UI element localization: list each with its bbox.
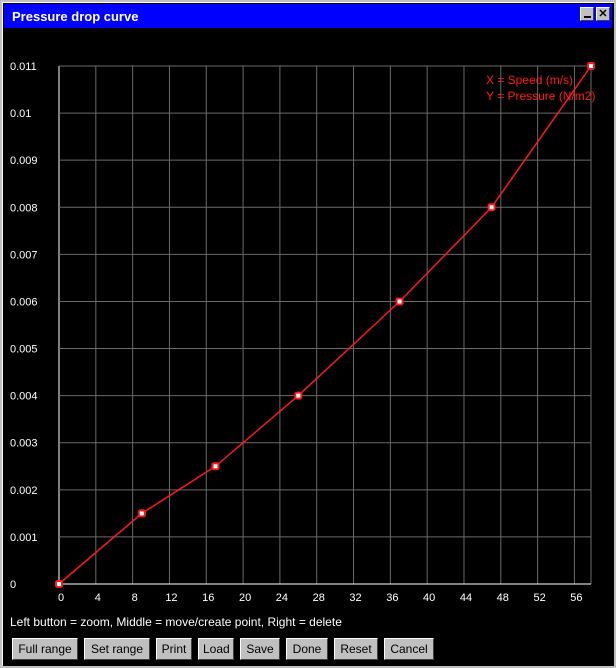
curve-point[interactable]: [294, 391, 303, 400]
mouse-hint-text: Left button = zoom, Middle = move/create…: [10, 615, 342, 629]
load-button[interactable]: Load: [198, 638, 234, 660]
y-tick-label: 0.001: [10, 532, 38, 544]
x-tick-label: 36: [386, 592, 398, 604]
curve-point[interactable]: [487, 203, 496, 212]
y-tick-label: 0.008: [10, 202, 38, 214]
curve-point[interactable]: [137, 509, 146, 518]
button-bar: Full range Set range Print Load Save Don…: [4, 634, 612, 664]
x-tick-label: 20: [239, 592, 251, 604]
x-tick-label: 12: [165, 592, 177, 604]
y-tick-label: 0.003: [10, 438, 38, 450]
x-tick-label: 52: [533, 592, 545, 604]
x-tick-label: 24: [276, 592, 288, 604]
y-tick-label: 0.01: [10, 108, 31, 120]
title-bar: Pressure drop curve ✕: [4, 4, 612, 28]
y-tick-label: 0.006: [10, 296, 38, 308]
legend-y-label: Y = Pressure (N/m2): [486, 89, 595, 103]
y-tick-label: 0.004: [10, 391, 38, 403]
x-tick-label: 0: [58, 592, 64, 604]
x-tick-label: 48: [497, 592, 509, 604]
pressure-chart[interactable]: 0 4 8 12 16 20 24 28 32 36 40 44 48 52 56 00.0010.0020…: [4, 29, 612, 631]
legend-x-label: X = Speed (m/s): [486, 73, 573, 87]
x-tick-label: 32: [349, 592, 361, 604]
x-tick-label: 8: [132, 592, 138, 604]
y-tick-label: 0: [10, 579, 16, 591]
curve-point[interactable]: [587, 62, 595, 70]
y-tick-label: 0.002: [10, 485, 38, 497]
x-tick-label: 28: [313, 592, 325, 604]
minimize-icon[interactable]: [580, 7, 594, 21]
window-title: Pressure drop curve: [12, 9, 139, 24]
y-tick-label: 0.007: [10, 249, 38, 261]
close-icon[interactable]: ✕: [596, 7, 610, 21]
x-tick-label: 44: [460, 592, 472, 604]
pressure-curve: [58, 65, 592, 585]
save-button[interactable]: Save: [240, 638, 280, 660]
print-button[interactable]: Print: [156, 638, 192, 660]
x-tick-label: 40: [423, 592, 435, 604]
full-range-button[interactable]: Full range: [12, 638, 78, 660]
y-tick-label: 0.005: [10, 344, 38, 356]
done-button[interactable]: Done: [286, 638, 328, 660]
curve-point[interactable]: [211, 462, 220, 471]
x-tick-label: 16: [202, 592, 214, 604]
y-tick-label: 0.011: [10, 61, 37, 73]
y-tick-label: 0.009: [10, 155, 38, 167]
cancel-button[interactable]: Cancel: [384, 638, 434, 660]
x-tick-label: 4: [95, 592, 101, 604]
curve-point[interactable]: [395, 297, 404, 306]
curve-point[interactable]: [55, 580, 63, 588]
x-tick-label: 56: [570, 592, 582, 604]
set-range-button[interactable]: Set range: [84, 638, 150, 660]
reset-button[interactable]: Reset: [334, 638, 378, 660]
